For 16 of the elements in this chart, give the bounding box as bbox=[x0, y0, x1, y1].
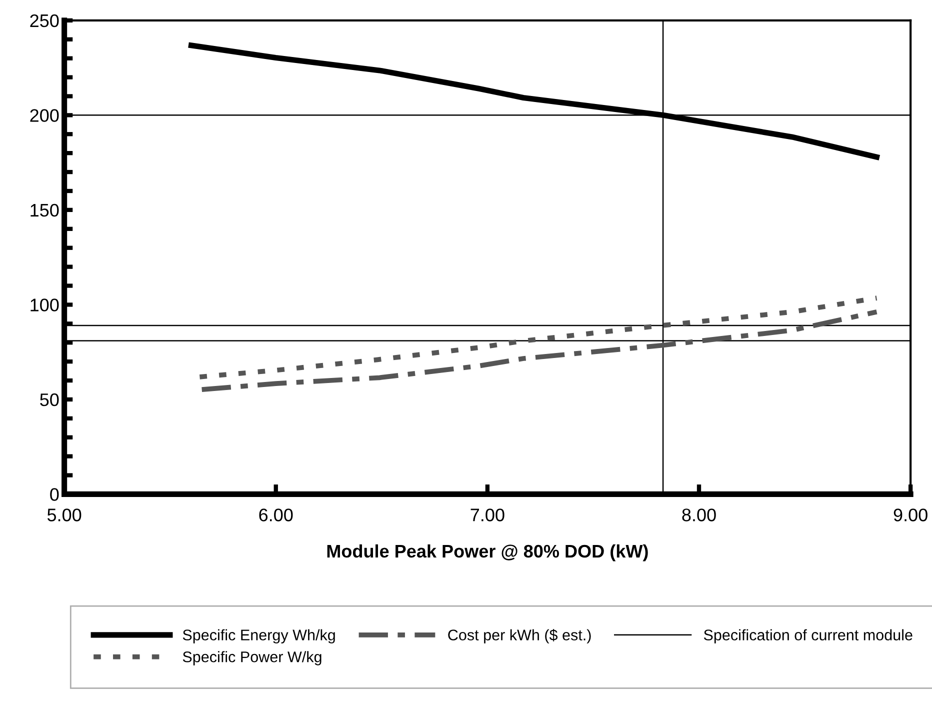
x-tick-label: 8.00 bbox=[682, 508, 716, 522]
legend-label: Specific Power W/kg bbox=[182, 651, 322, 666]
legend-label: Specific Energy Wh/kg bbox=[182, 629, 335, 644]
y-tick-label: 150 bbox=[30, 204, 59, 217]
x-tick-label: 7.00 bbox=[470, 508, 504, 522]
y-tick-label: 200 bbox=[30, 109, 59, 122]
legend-label: Cost per kWh ($ est.) bbox=[448, 628, 591, 644]
x-axis-title: Module Peak Power @ 80% DOD (kW) bbox=[327, 544, 648, 562]
y-tick-label: 250 bbox=[30, 14, 59, 28]
y-tick-label: 0 bbox=[50, 488, 59, 501]
x-tick-label: 6.00 bbox=[259, 508, 293, 522]
x-tick-label: 9.00 bbox=[894, 508, 928, 522]
x-tick-label: 5.00 bbox=[47, 508, 82, 522]
legend-label: Specification of current module bbox=[704, 629, 912, 644]
y-tick-label: 100 bbox=[30, 298, 59, 312]
y-tick-label: 50 bbox=[40, 393, 59, 406]
